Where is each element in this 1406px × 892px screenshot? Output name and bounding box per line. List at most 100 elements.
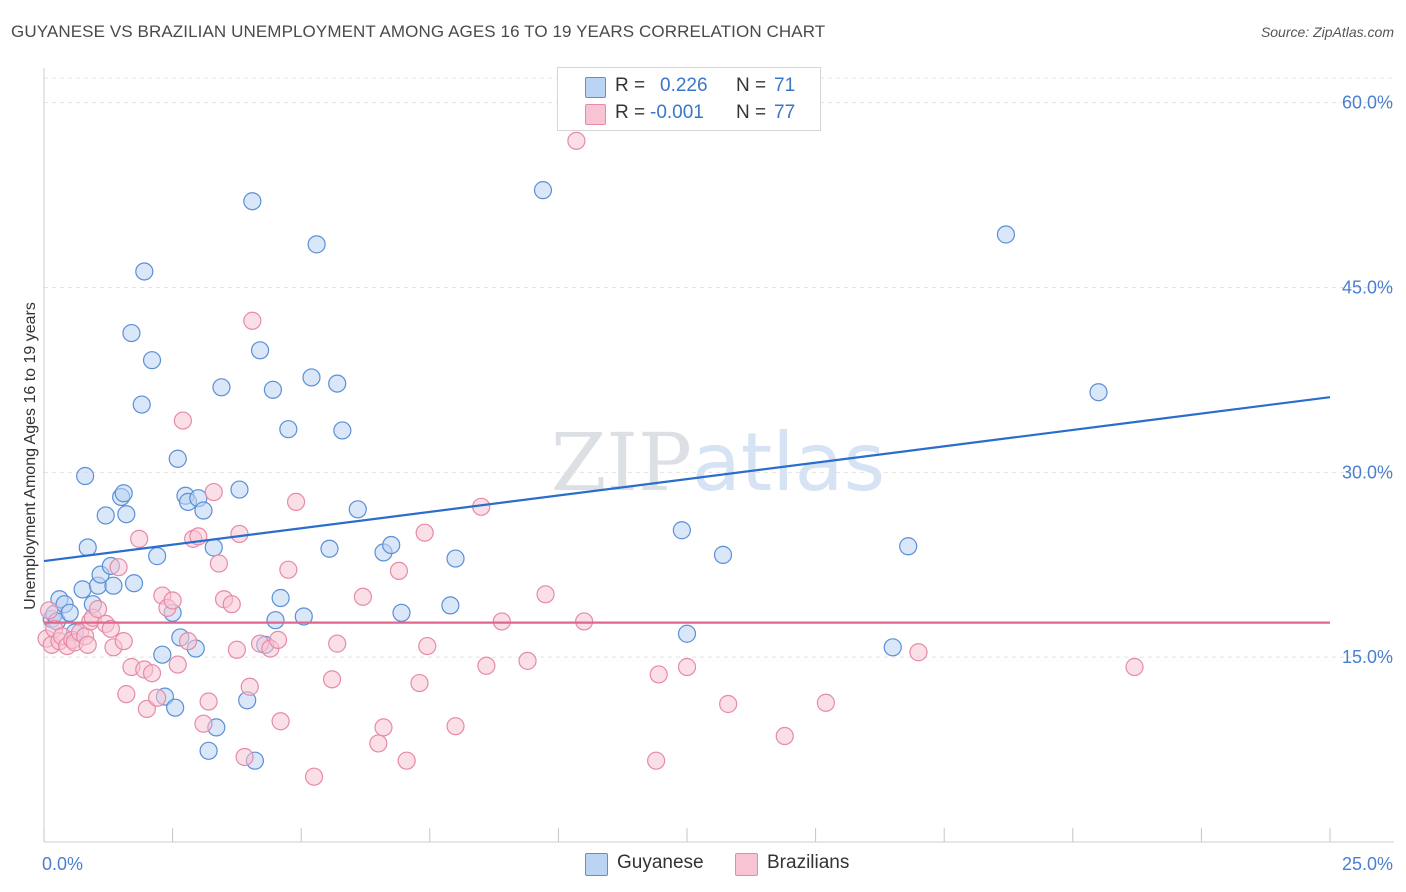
r-label: R = (615, 102, 646, 123)
guyanese-point (76, 466, 95, 486)
brazilian-point (575, 612, 594, 631)
brazilian-point (271, 712, 290, 731)
brazilian-point (142, 664, 162, 683)
legend-label: Guyanese (617, 852, 704, 873)
brazilian-point (374, 718, 393, 737)
brazilian-point (909, 643, 928, 662)
watermark-zip: ZIP (551, 416, 692, 509)
guyanese-swatch (585, 853, 608, 876)
guyanese-point (230, 480, 249, 499)
gridlines (44, 77, 1394, 658)
guyanese-point (266, 611, 285, 630)
r-label: R = (615, 75, 646, 96)
brazilian-point (647, 751, 666, 770)
legend-row-guyanese: R = 0.226 N = 71 (558, 74, 820, 100)
n-label: N = (736, 75, 767, 96)
guyanese-point (166, 698, 185, 717)
guyanese-point (132, 395, 151, 414)
axes (43, 68, 1394, 843)
guyanese-point (899, 537, 918, 556)
correlation-legend: R = 0.226 N = 71 R = -0.001 N = 77 (557, 67, 821, 131)
brazilian-point (178, 632, 198, 651)
watermark: ZIPatlas (551, 416, 885, 509)
guyanese-point (153, 645, 172, 664)
brazilian-point (235, 747, 254, 767)
guyanese-point (1089, 383, 1108, 402)
guyanese-point (713, 545, 733, 564)
n-label: N = (736, 102, 767, 123)
r-value: 0.226 (660, 75, 708, 96)
guyanese-point (320, 539, 339, 558)
brazilian-point (415, 523, 434, 542)
brazilian-point (173, 411, 192, 430)
guyanese-point (533, 181, 553, 200)
brazilian-point (227, 640, 246, 659)
brazilian-point (243, 311, 262, 330)
brazilian-point (304, 767, 324, 786)
brazilian-point (649, 665, 668, 684)
chart-title: GUYANESE VS BRAZILIAN UNEMPLOYMENT AMONG… (11, 22, 826, 41)
y-tick-label: 30.0% (1342, 462, 1393, 482)
brazilian-point (222, 595, 241, 614)
guyanese-point (194, 501, 213, 520)
brazilian-point (397, 751, 416, 770)
guyanese-point (996, 225, 1016, 244)
brazilian-points (37, 131, 1144, 786)
brazilian-point (418, 636, 437, 656)
guyanese-point (117, 505, 136, 524)
brazilian-point (240, 677, 259, 696)
guyanese-point (204, 538, 223, 557)
guyanese-point (271, 588, 290, 608)
r-value: -0.001 (650, 102, 704, 123)
guyanese-point (348, 500, 367, 519)
brazilian-point (78, 635, 97, 654)
guyanese-point (78, 538, 97, 557)
brazilian-point (328, 634, 347, 653)
guyanese-point (104, 576, 123, 595)
brazilian-point (536, 585, 555, 604)
guyanese-point (60, 603, 79, 622)
brazilian-point (389, 561, 409, 581)
brazilian-point (199, 692, 218, 711)
guyanese-point (243, 192, 262, 211)
brazilian-point (410, 673, 429, 693)
brazilian-point (1125, 657, 1144, 677)
brazilian-point (101, 619, 120, 638)
brazilian-point (168, 655, 187, 674)
brazilian-point (194, 714, 213, 733)
brazilian-swatch (585, 104, 606, 125)
guyanese-point (148, 547, 167, 566)
y-tick-label: 15.0% (1342, 647, 1393, 667)
guyanese-point (392, 603, 411, 622)
y-tick-label: 45.0% (1342, 277, 1393, 297)
guyanese-point (382, 535, 401, 555)
brazilian-point (492, 612, 511, 631)
guyanese-point (135, 262, 154, 281)
x-tick-label: 0.0% (42, 854, 83, 874)
tick-labels: 15.0% 30.0% 45.0% 60.0% 0.0% 25.0% (42, 93, 1393, 874)
brazilian-point (88, 600, 108, 619)
guyanese-point (142, 351, 162, 370)
brazilian-point (40, 601, 59, 620)
brazilian-point (286, 492, 306, 511)
guyanese-point (294, 607, 313, 626)
watermark-atlas: atlas (692, 416, 885, 509)
guyanese-trend-line (43, 396, 1331, 563)
guyanese-point (883, 638, 902, 657)
brazilian-point (775, 726, 794, 746)
guyanese-point (124, 574, 144, 593)
brazilian-point (353, 587, 373, 606)
legend-row-brazilian: R = -0.001 N = 77 (558, 101, 820, 127)
brazilian-point (163, 591, 182, 610)
guyanese-point (73, 580, 92, 599)
guyanese-point (168, 449, 187, 468)
source-label: Source: ZipAtlas.com (1260, 24, 1394, 40)
guyanese-point (333, 421, 352, 440)
n-value: 77 (774, 102, 796, 123)
brazilian-point (518, 651, 537, 670)
guyanese-point (114, 484, 133, 503)
brazilian-point (446, 717, 465, 736)
brazilian-point (137, 699, 156, 719)
guyanese-point (302, 368, 321, 387)
